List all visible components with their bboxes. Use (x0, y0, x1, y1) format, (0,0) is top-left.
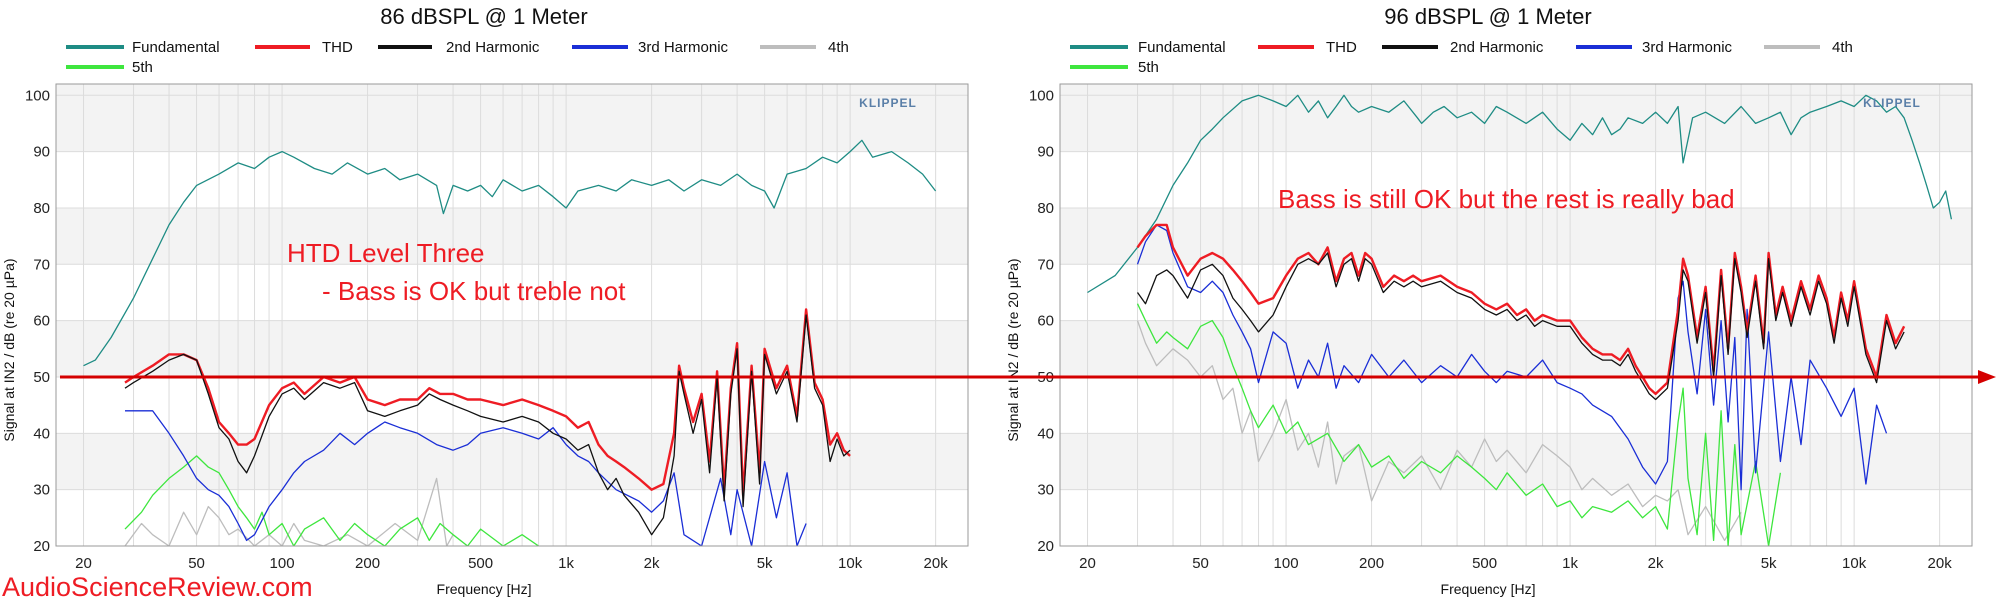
annotation-line-1: Bass is still OK but the rest is really … (1278, 184, 1735, 214)
legend-label-h2: 2nd Harmonic (1450, 39, 1544, 56)
annotation-line-2: - Bass is OK but treble not (322, 276, 626, 306)
watermark: AudioScienceReview.com (2, 572, 313, 602)
x-tick-label: 5k (1761, 555, 1777, 572)
y-axis-label: Signal at IN2 / dB (re 20 µPa) (1, 258, 17, 441)
y-tick-label: 100 (1029, 87, 1054, 104)
x-axis-label: Frequency [Hz] (437, 581, 532, 597)
x-tick-label: 50 (188, 555, 205, 572)
legend-label-h5: 5th (132, 59, 153, 76)
grid-band (1060, 207, 1972, 265)
reference-line-50db (60, 369, 1996, 384)
grid-band (56, 84, 968, 96)
x-tick-label: 200 (355, 555, 380, 572)
x-tick-label: 50 (1192, 555, 1209, 572)
x-tick-label: 10k (838, 555, 863, 572)
y-axis-label: Signal at IN2 / dB (re 20 µPa) (1005, 258, 1021, 441)
grid-band (1060, 84, 1972, 96)
y-tick-label: 20 (1037, 538, 1054, 555)
y-tick-label: 30 (1037, 482, 1054, 499)
x-tick-label: 100 (1274, 555, 1299, 572)
grid-band (56, 207, 968, 265)
legend: Fundamental THD 2nd Harmonic 3rd Harmoni… (1070, 39, 1853, 76)
legend-label-thd: THD (1326, 39, 1357, 56)
grid-band (1060, 95, 1972, 152)
legend-label-thd: THD (322, 39, 353, 56)
series-line-fundamental (1087, 94, 1953, 294)
grid-band (1060, 320, 1972, 377)
series-line-h5 (124, 455, 539, 546)
y-tick-label: 60 (1037, 313, 1054, 330)
x-tick-label: 100 (270, 555, 295, 572)
legend: Fundamental THD 2nd Harmonic 3rd Harmoni… (66, 39, 849, 76)
plot-area: 20 50 100 200 500 1k 2k 5k 10k 20k 20 30 40 50 60 70 80 9… (25, 83, 969, 572)
x-tick-label: 1k (558, 555, 574, 572)
annotation-line-1: HTD Level Three (287, 238, 485, 268)
y-tick-label: 70 (1037, 256, 1054, 273)
x-tick-label: 20 (75, 555, 92, 572)
y-tick-label: 100 (25, 87, 50, 104)
chart-title: 86 dBSPL @ 1 Meter (380, 4, 587, 29)
x-tick-label: 500 (1472, 555, 1497, 572)
chart-right: 96 dBSPL @ 1 Meter Fundamental THD 2nd H… (1005, 4, 1973, 597)
y-tick-label: 40 (1037, 425, 1054, 442)
legend-label-h2: 2nd Harmonic (446, 39, 540, 56)
y-tick-label: 90 (1037, 144, 1054, 161)
y-tick-label: 70 (33, 256, 50, 273)
y-tick-label: 60 (33, 313, 50, 330)
klippel-logo: KLIPPEL (859, 96, 917, 110)
series-line-h2 (1136, 252, 1905, 401)
x-tick-label: 10k (1842, 555, 1867, 572)
series-line-h4 (1136, 320, 1742, 542)
x-tick-label: 5k (757, 555, 773, 572)
legend-label-h5: 5th (1138, 59, 1159, 76)
grid-band (56, 95, 968, 152)
plot-frame (1059, 83, 1973, 547)
x-tick-label: 20k (924, 555, 949, 572)
chart-left: 86 dBSPL @ 1 Meter Fundamental THD 2nd H… (1, 4, 969, 597)
x-tick-label: 2k (644, 555, 660, 572)
legend-label-h4: 4th (828, 39, 849, 56)
x-tick-label: 1k (1562, 555, 1578, 572)
series-line-h3 (125, 410, 807, 546)
series-line-h2 (124, 314, 851, 536)
x-tick-label: 500 (468, 555, 493, 572)
legend-label-fundamental: Fundamental (132, 39, 220, 56)
y-tick-label: 50 (33, 369, 50, 386)
series-line-h5 (1136, 303, 1782, 546)
klippel-logo: KLIPPEL (1863, 96, 1921, 110)
grid-band (56, 320, 968, 377)
grid-band (56, 433, 968, 490)
legend-label-h3: 3rd Harmonic (638, 39, 729, 56)
x-tick-label: 20 (1079, 555, 1096, 572)
plot-area: 20 50 100 200 500 1k 2k 5k 10k 20k203040506070809… (1029, 83, 1973, 572)
series-line-fundamental (83, 139, 937, 367)
legend-label-h4: 4th (1832, 39, 1853, 56)
legend-label-fundamental: Fundamental (1138, 39, 1226, 56)
series-line-thd (1136, 223, 1906, 396)
y-tick-label: 40 (33, 425, 50, 442)
x-tick-label: 200 (1359, 555, 1384, 572)
y-tick-label: 20 (33, 538, 50, 555)
reference-arrowhead (1978, 369, 1996, 384)
chart-title: 96 dBSPL @ 1 Meter (1384, 4, 1591, 29)
x-tick-label: 20k (1928, 555, 1953, 572)
y-tick-label: 30 (33, 482, 50, 499)
y-tick-label: 80 (33, 200, 50, 217)
legend-label-h3: 3rd Harmonic (1642, 39, 1733, 56)
y-tick-label: 80 (1037, 200, 1054, 217)
x-tick-label: 2k (1648, 555, 1664, 572)
x-axis-label: Frequency [Hz] (1441, 581, 1536, 597)
plot-frame (55, 83, 969, 547)
y-tick-label: 90 (33, 144, 50, 161)
series-line-h3 (1136, 224, 1888, 491)
